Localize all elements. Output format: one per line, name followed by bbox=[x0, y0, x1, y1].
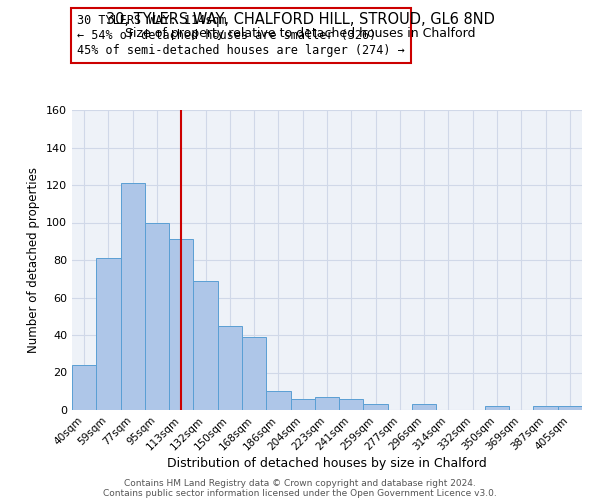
Y-axis label: Number of detached properties: Number of detached properties bbox=[28, 167, 40, 353]
Text: 30 TYLERS WAY: 114sqm
← 54% of detached houses are smaller (326)
45% of semi-det: 30 TYLERS WAY: 114sqm ← 54% of detached … bbox=[77, 14, 405, 57]
Text: Contains public sector information licensed under the Open Government Licence v3: Contains public sector information licen… bbox=[103, 488, 497, 498]
Bar bbox=[145, 222, 169, 410]
Bar bbox=[218, 326, 242, 410]
Bar bbox=[193, 280, 218, 410]
X-axis label: Distribution of detached houses by size in Chalford: Distribution of detached houses by size … bbox=[167, 458, 487, 470]
Bar bbox=[412, 404, 436, 410]
Text: Size of property relative to detached houses in Chalford: Size of property relative to detached ho… bbox=[125, 28, 475, 40]
Bar bbox=[339, 399, 364, 410]
Bar bbox=[364, 404, 388, 410]
Bar bbox=[121, 183, 145, 410]
Bar bbox=[315, 397, 339, 410]
Bar bbox=[169, 240, 193, 410]
Bar bbox=[533, 406, 558, 410]
Bar bbox=[242, 337, 266, 410]
Text: 30, TYLERS WAY, CHALFORD HILL, STROUD, GL6 8ND: 30, TYLERS WAY, CHALFORD HILL, STROUD, G… bbox=[106, 12, 494, 28]
Bar bbox=[96, 258, 121, 410]
Bar bbox=[485, 406, 509, 410]
Bar bbox=[558, 406, 582, 410]
Text: Contains HM Land Registry data © Crown copyright and database right 2024.: Contains HM Land Registry data © Crown c… bbox=[124, 478, 476, 488]
Bar bbox=[266, 391, 290, 410]
Bar bbox=[72, 365, 96, 410]
Bar bbox=[290, 399, 315, 410]
